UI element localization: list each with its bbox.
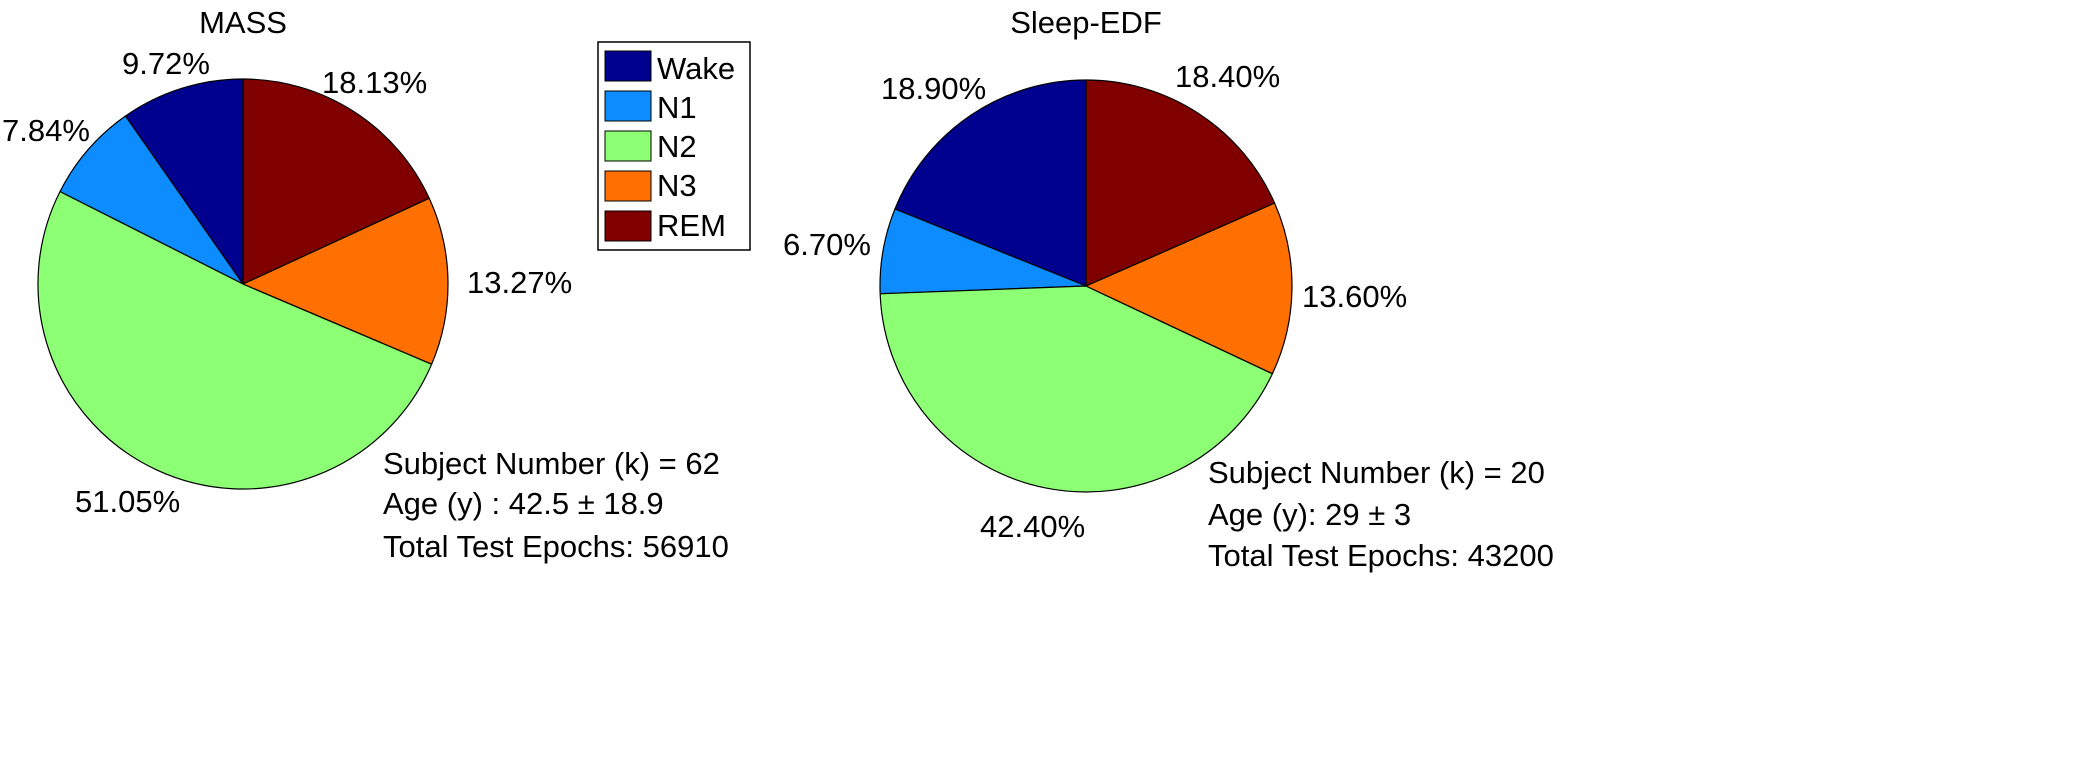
pie-slice-sleep-edf-n3 bbox=[1085, 202, 1293, 375]
pie-mass bbox=[37, 78, 449, 490]
legend-swatch-n3 bbox=[604, 170, 652, 202]
slice-label-mass-n2: 51.05% bbox=[75, 484, 180, 519]
legend-swatch-wake bbox=[604, 50, 652, 82]
legend-label-wake: Wake bbox=[657, 51, 735, 86]
info-subject-number-mass: Subject Number (k) = 62 bbox=[383, 446, 720, 481]
slice-label-sleep-edf-n2: 42.40% bbox=[980, 509, 1085, 544]
pie-slice-sleep-edf-rem bbox=[1085, 79, 1276, 287]
legend-swatch-n1 bbox=[604, 90, 652, 122]
pie-slice-mass-wake bbox=[124, 78, 244, 285]
pie-slice-mass-n1 bbox=[59, 115, 244, 285]
pie-sleep-edf bbox=[879, 79, 1293, 493]
slice-label-sleep-edf-rem: 18.40% bbox=[1175, 59, 1280, 94]
legend-swatch-rem bbox=[604, 210, 652, 242]
info-age-mass: Age (y) : 42.5 ± 18.9 bbox=[383, 486, 664, 521]
slice-label-sleep-edf-wake: 18.90% bbox=[881, 71, 986, 106]
slice-label-mass-wake: 9.72% bbox=[122, 46, 210, 81]
legend-label-n2: N2 bbox=[657, 129, 697, 164]
pie-slice-sleep-edf-n2 bbox=[879, 285, 1273, 493]
legend-label-n3: N3 bbox=[657, 168, 697, 203]
info-total-epochs-sleep-edf: Total Test Epochs: 43200 bbox=[1208, 538, 1554, 573]
legend-swatch-n2 bbox=[604, 130, 652, 162]
legend-label-rem: REM bbox=[657, 208, 726, 243]
chart-title-mass: MASS bbox=[199, 5, 287, 40]
info-age-sleep-edf: Age (y): 29 ± 3 bbox=[1208, 497, 1411, 532]
slice-label-mass-n3: 13.27% bbox=[467, 265, 572, 300]
slice-label-mass-rem: 18.13% bbox=[322, 65, 427, 100]
slice-label-mass-n1: 7.84% bbox=[2, 113, 90, 148]
pie-slice-mass-n3 bbox=[242, 197, 449, 365]
pie-slice-mass-n2 bbox=[37, 191, 433, 490]
pie-slice-mass-rem bbox=[242, 78, 430, 285]
chart-title-sleep-edf: Sleep-EDF bbox=[1010, 5, 1162, 40]
info-total-epochs-mass: Total Test Epochs: 56910 bbox=[383, 529, 729, 564]
info-subject-number-sleep-edf: Subject Number (k) = 20 bbox=[1208, 455, 1545, 490]
legend-label-n1: N1 bbox=[657, 90, 697, 125]
slice-label-sleep-edf-n1: 6.70% bbox=[783, 227, 871, 262]
slice-label-sleep-edf-n3: 13.60% bbox=[1302, 279, 1407, 314]
chart-sleep-edf: Sleep-EDF 18.90% 6.70% 42.40% 13.60% 18.… bbox=[783, 5, 1554, 573]
pie-slice-sleep-edf-wake bbox=[894, 79, 1087, 287]
chart-mass: MASS 9.72% 7.84% 51.05% 13.27% 18.13% Su… bbox=[2, 5, 729, 564]
legend: Wake N1 N2 N3 REM bbox=[597, 41, 751, 251]
